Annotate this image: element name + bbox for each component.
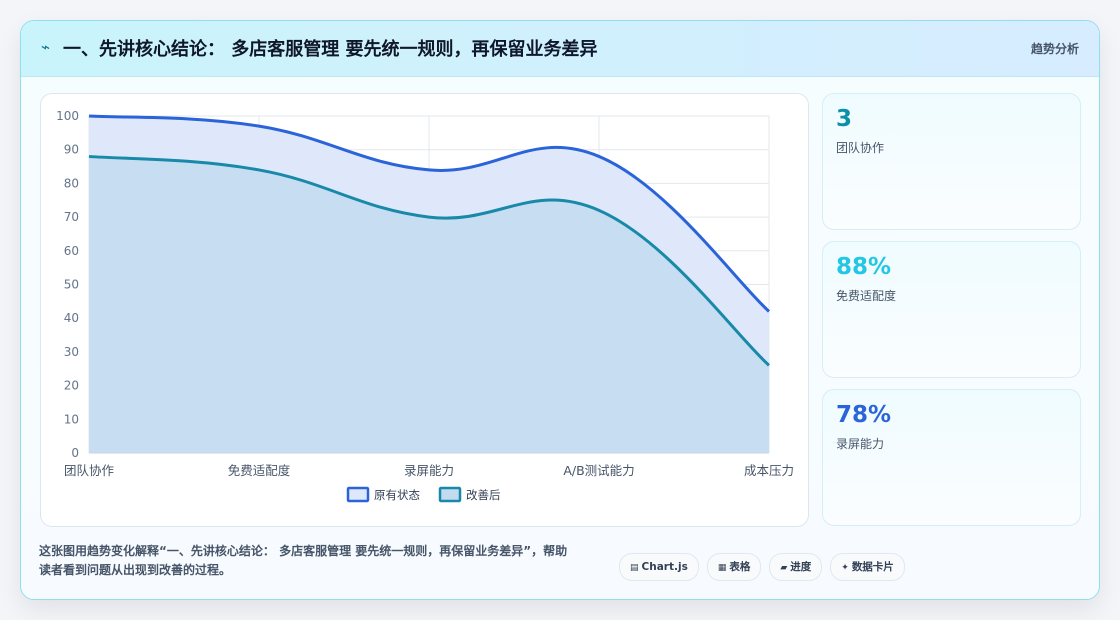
y-tick-label: 60: [64, 244, 79, 258]
y-tick-label: 90: [64, 143, 79, 157]
description-line: 这张图用趋势变化解释“一、先讲核心结论： 多店客服管理 要先统一规则，再保留业务…: [39, 544, 568, 558]
kpi-label: 免费适配度: [836, 289, 897, 303]
pill-progress[interactable]: ▰ 进度: [769, 553, 823, 581]
x-tick-label: 免费适配度: [228, 463, 291, 478]
sparkle-icon: ✦: [841, 563, 849, 573]
kpi-value: 78%: [836, 402, 892, 428]
tech-tags: ▤ Chart.js ▦ 表格 ▰ 进度 ✦ 数据卡片: [619, 553, 905, 581]
y-tick-label: 20: [64, 379, 79, 393]
table-icon: ▦: [717, 563, 727, 573]
x-tick-label: A/B测试能力: [563, 463, 634, 478]
legend-label: 改善后: [466, 488, 501, 502]
y-tick-label: 100: [56, 109, 79, 123]
series-line: [88, 114, 771, 313]
pill-label: 数据卡片: [851, 561, 894, 573]
area-chart: 0 10 20 30 40 50 60 70 80 90 100 团队协作 免费适配度 录屏能力 A/B测试…: [56, 109, 794, 503]
progress-icon: ▰: [780, 563, 788, 573]
card-header: ⌁ 一、先讲核心结论： 多店客服管理 要先统一规则，再保留业务差异 趋势分析: [21, 21, 1099, 77]
legend-swatch: [438, 486, 462, 503]
kpi-label: 团队协作: [836, 141, 885, 155]
trend-analysis-tag: 趋势分析: [1030, 42, 1079, 56]
x-tick-label: 成本压力: [744, 463, 794, 478]
kpi-value: 3: [836, 106, 853, 132]
y-tick-label: 70: [64, 210, 79, 224]
y-tick-label: 0: [71, 446, 79, 460]
kpi-card-3: 78% 录屏能力: [822, 389, 1081, 526]
kpi-card-2: 88% 免费适配度: [822, 241, 1081, 378]
card-title: 一、先讲核心结论： 多店客服管理 要先统一规则，再保留业务差异: [63, 39, 598, 60]
pill-data-card[interactable]: ✦ 数据卡片: [830, 553, 905, 581]
pill-label: 表格: [729, 561, 751, 573]
kpi-value: 88%: [836, 254, 892, 280]
area-chart-panel: 0 10 20 30 40 50 60 70 80 90 100 团队协作 免费适配度 录屏能力 A/B测试…: [40, 93, 809, 527]
legend-swatch: [346, 486, 370, 503]
x-tick-label: 团队协作: [64, 463, 115, 478]
description-line: 读者看到问题从出现到改善的过程。: [39, 563, 232, 577]
kpi-label: 录屏能力: [836, 437, 885, 451]
chart-icon: ▤: [630, 563, 639, 573]
pill-chartjs[interactable]: ▤ Chart.js: [619, 553, 699, 581]
kpi-card-1: 3 团队协作: [822, 93, 1081, 230]
series-line: [88, 154, 771, 367]
y-tick-label: 50: [64, 278, 79, 292]
pill-table[interactable]: ▦ 表格: [706, 553, 762, 581]
y-tick-label: 30: [64, 345, 79, 359]
series-area: [89, 156, 769, 453]
bolt-icon: ⌁: [41, 38, 51, 56]
legend-label: 原有状态: [374, 488, 420, 502]
x-tick-label: 录屏能力: [404, 463, 454, 478]
analysis-card: ⌁ 一、先讲核心结论： 多店客服管理 要先统一规则，再保留业务差异 趋势分析 0…: [20, 20, 1100, 600]
pill-label: Chart.js: [641, 561, 688, 573]
chart-description: 这张图用趋势变化解释“一、先讲核心结论： 多店客服管理 要先统一规则，再保留业务…: [39, 542, 617, 580]
pill-label: 进度: [790, 561, 812, 573]
y-tick-label: 80: [64, 176, 79, 190]
y-tick-label: 10: [64, 412, 79, 426]
y-tick-label: 40: [64, 311, 79, 325]
